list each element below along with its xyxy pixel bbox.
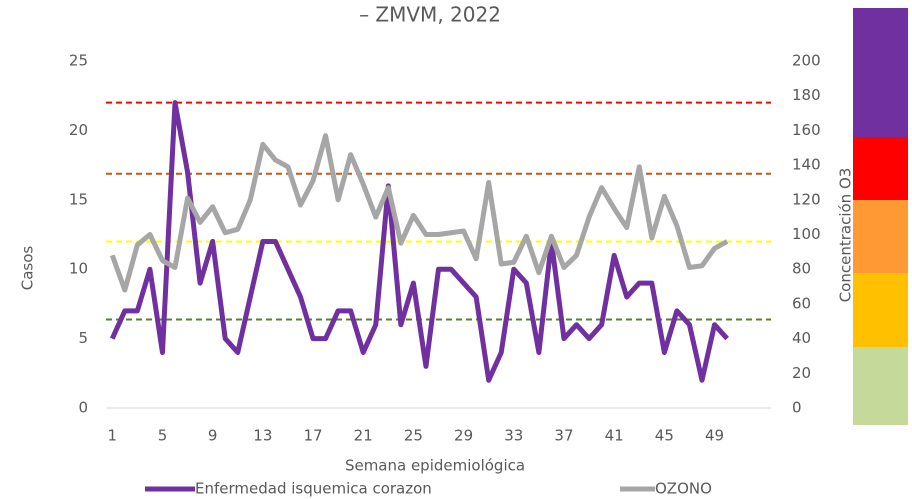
y2-tick-label: 100 xyxy=(792,225,821,243)
y-tick-label: 10 xyxy=(69,260,88,278)
y-tick-label: 20 xyxy=(69,121,88,139)
y2-axis-label: Concentración O3 xyxy=(837,168,855,303)
series-line xyxy=(109,100,729,383)
chart-title: – ZMVM, 2022 xyxy=(359,3,501,27)
y2-tick-label: 0 xyxy=(792,399,802,417)
x-tick-label: 5 xyxy=(158,427,168,445)
y-tick-label: 25 xyxy=(69,52,88,70)
scale-band xyxy=(853,347,908,425)
y2-tick-label: 20 xyxy=(792,364,811,382)
y-axis-label: Casos xyxy=(19,246,37,291)
legend-label: OZONO xyxy=(655,480,712,498)
x-tick-label: 33 xyxy=(504,427,523,445)
y-tick-label: 15 xyxy=(69,190,88,208)
scale-band xyxy=(853,273,908,347)
legend-label: Enfermedad isquemica corazon xyxy=(195,480,432,498)
x-tick-label: 41 xyxy=(605,427,624,445)
y2-tick-label: 160 xyxy=(792,121,821,139)
y-tick-label: 5 xyxy=(78,329,88,347)
y2-tick-label: 80 xyxy=(792,260,811,278)
scale-band xyxy=(853,200,908,274)
y2-tick-label: 120 xyxy=(792,190,821,208)
series-line xyxy=(109,133,729,293)
y2-tick-label: 140 xyxy=(792,156,821,174)
y2-tick-label: 180 xyxy=(792,86,821,104)
scale-band xyxy=(853,137,908,200)
x-tick-label: 29 xyxy=(454,427,473,445)
color-scale xyxy=(853,8,908,425)
x-tick-label: 13 xyxy=(253,427,272,445)
y2-tick-label: 60 xyxy=(792,294,811,312)
x-tick-label: 9 xyxy=(208,427,218,445)
x-tick-label: 37 xyxy=(554,427,573,445)
x-tick-label: 21 xyxy=(354,427,373,445)
x-tick-label: 25 xyxy=(404,427,423,445)
x-axis-label: Semana epidemiológica xyxy=(345,457,525,475)
y-tick-label: 0 xyxy=(78,399,88,417)
x-tick-label: 17 xyxy=(303,427,322,445)
y2-tick-label: 200 xyxy=(792,52,821,70)
x-tick-label: 1 xyxy=(108,427,118,445)
y2-tick-label: 40 xyxy=(792,329,811,347)
x-tick-label: 45 xyxy=(655,427,674,445)
scale-band xyxy=(853,8,908,138)
x-tick-label: 49 xyxy=(705,427,724,445)
